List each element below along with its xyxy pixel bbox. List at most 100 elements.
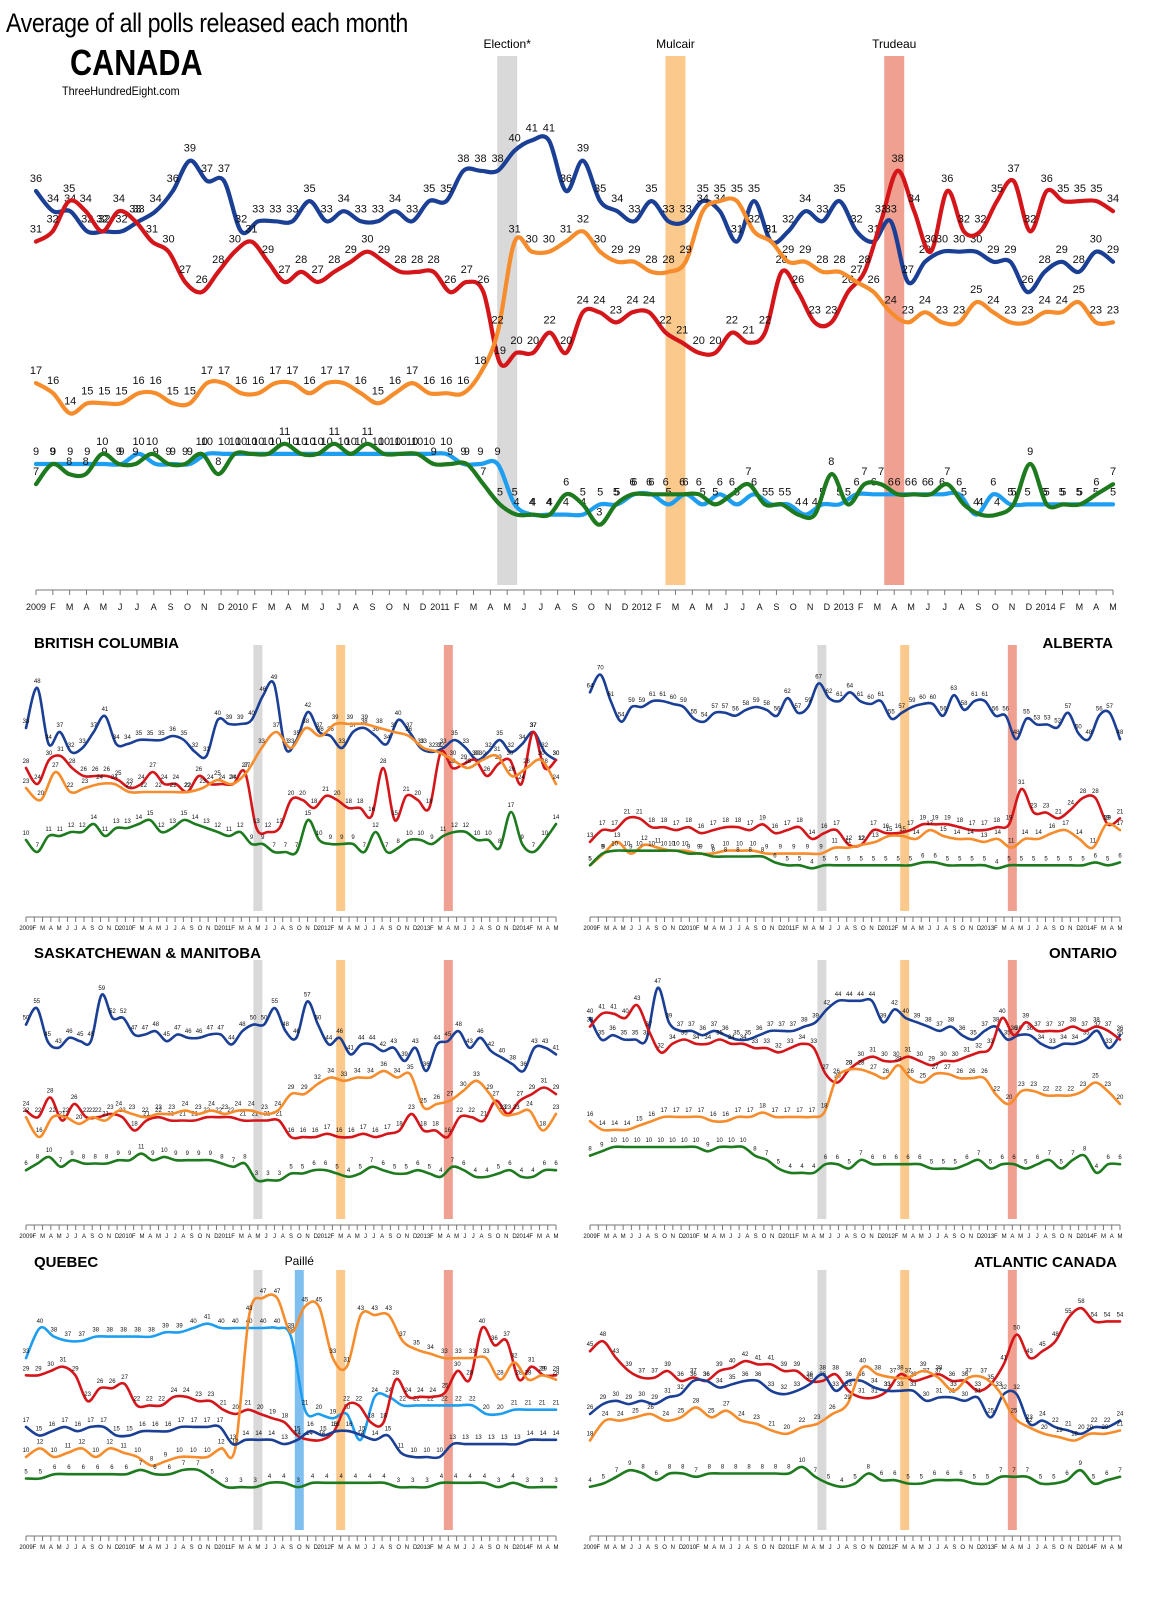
conservative-value-label: 40 [499,1049,506,1055]
liberal-value-label: 30 [925,234,937,246]
liberal-value-label: 35 [1057,183,1069,195]
ndp-value-label: 30 [538,751,545,757]
green-value-label: 7 [1026,1468,1030,1474]
x-tick-label: A [689,602,695,612]
x-tick-label: O [662,1234,667,1240]
conservative-value-label: 50 [1075,724,1082,730]
bloc-value-label: 40 [218,1319,225,1325]
conservative-value-label: 40 [509,133,521,145]
green-value-label: 11 [102,827,109,833]
conservative-value-label: 36 [845,1372,852,1378]
x-tick-label: J [463,1234,466,1240]
x-tick-label: J [273,1234,276,1240]
green-value-label: 5 [946,856,950,862]
liberal-value-label: 20 [560,335,572,347]
green-value-label: 7 [1048,1151,1052,1157]
liberal-value-label: 19 [944,815,951,821]
x-tick-label: N [504,926,508,932]
green-value-label: 7 [272,843,276,849]
x-tick-label: N [869,1234,873,1240]
green-value-label: 14 [90,815,97,821]
bloc-value-label: 38 [106,1328,113,1334]
conservative-value-label: 34 [1060,1035,1067,1041]
x-tick-label: M [621,1234,626,1240]
liberal-value-label: 18 [735,818,742,824]
conservative-value-label: 34 [611,193,623,205]
green-value-label: 11 [138,1145,145,1151]
liberal-value-label: 32 [974,213,986,225]
green-value-label: 7 [182,1461,186,1467]
green-value-label: 5 [1077,486,1083,498]
conservative-value-label: 17 [191,1418,198,1424]
ndp-value-label: 22 [1026,1418,1033,1424]
ndp-line [24,1069,558,1139]
x-tick-label: D [413,1234,418,1240]
liberal-value-label: 19 [1104,815,1111,821]
ndp-value-label: 25 [678,1408,685,1414]
green-value-label: 10 [411,436,423,448]
green-value-label: 10 [611,842,618,848]
x-tick-label: A [181,926,185,932]
conservative-value-label: 17 [178,1418,185,1424]
conservative-value-label: 42 [488,1042,495,1048]
liberal-value-label: 54 [1104,1312,1111,1318]
conservative-value-label: 35 [643,1031,650,1037]
green-value-label: 5 [1044,486,1050,498]
ndp-value-label: 26 [969,1069,976,1075]
x-tick-label: J [829,926,832,932]
ndp-value-label: 24 [1038,294,1050,306]
x-tick-label: J [165,1545,168,1551]
liberal-value-label: 23 [504,1105,511,1111]
conservative-value-label: 32 [115,213,127,225]
x-tick-label: F [1093,926,1097,932]
x-tick-label: F [994,926,998,932]
x-tick-label: M [40,1545,45,1551]
green-value-label: 9 [1079,1461,1083,1467]
green-value-label: 6 [824,1155,828,1161]
green-value-label: 5 [920,1474,924,1480]
ndp-value-label: 24 [274,1102,281,1108]
green-value-label: 10 [23,831,30,837]
liberal-value-label: 24 [230,775,237,781]
liberal-value-label: 18 [368,1414,375,1420]
conservative-value-label: 17 [204,1418,211,1424]
liberal-value-label: 31 [541,1078,548,1084]
green-value-label: 9 [250,835,254,841]
conservative-value-label: 39 [184,143,196,155]
green-value-label: 9 [340,835,344,841]
x-tick-label: M [604,1234,609,1240]
green-value-label: 4 [994,497,1000,509]
conservative-value-label: 24 [1117,1412,1124,1418]
green-value-label: 4 [382,1474,386,1480]
green-value-label: 9 [464,446,470,458]
liberal-value-label: 31 [858,1388,865,1394]
green-value-label: 7 [370,1158,374,1164]
green-value-label: 4 [1095,1164,1099,1170]
ndp-value-label: 26 [433,1095,440,1101]
x-tick-label: M [554,1545,559,1551]
green-value-label: 5 [845,486,851,498]
x-tick-label: 2009 [19,926,33,932]
x-tick-label: A [1110,1545,1114,1551]
green-value-label: 6 [1012,1155,1016,1161]
conservative-value-label: 39 [237,715,244,721]
bloc-value-label: 37 [78,1332,85,1338]
ndp-value-label: 20 [1117,1095,1124,1101]
conservative-value-label: 57 [794,704,801,710]
x-tick-label: M [454,1545,459,1551]
x-tick-label: M [156,1234,161,1240]
green-value-label: 8 [215,456,221,468]
liberal-value-label: 33 [810,1039,817,1045]
bloc-value-label: 10 [423,436,435,448]
conservative-value-label: 28 [1038,254,1050,266]
region-title: QUEBEC [34,1254,98,1271]
ndp-value-label: 20 [1041,1425,1048,1431]
green-value-label: 6 [965,1155,969,1161]
conservative-value-label: 59 [909,698,916,704]
conservative-value-label: 37 [688,1022,695,1028]
ndp-value-label: 29 [799,244,811,256]
ndp-value-label: 33 [258,739,265,745]
green-value-label: 3 [278,1171,282,1177]
ndp-value-label: 47 [274,1289,281,1295]
